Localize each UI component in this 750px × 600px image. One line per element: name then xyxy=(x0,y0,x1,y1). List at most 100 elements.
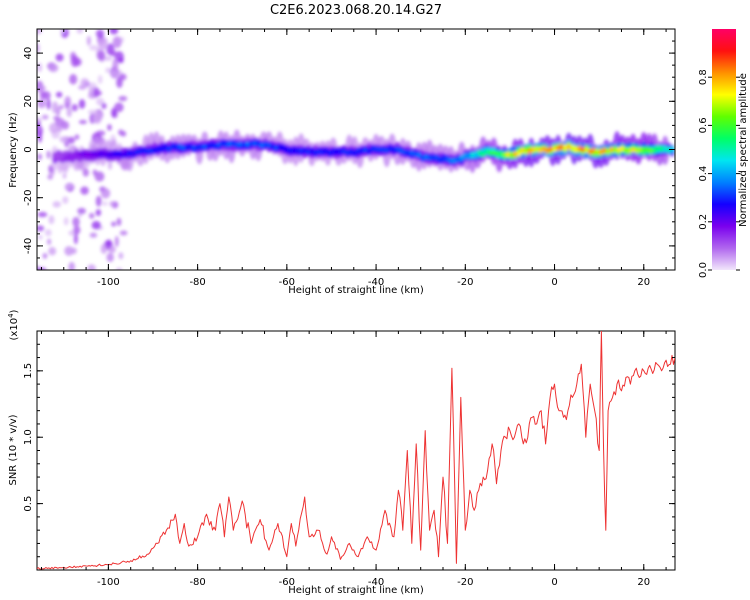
heatmap-ridge-cell xyxy=(366,148,372,154)
snr-y-ticks: 0.5 1.0 1.5 xyxy=(23,343,675,558)
heatmap-speckle xyxy=(37,85,47,91)
x-tick-label: -80 xyxy=(189,277,205,288)
heatmap-ridge-cell xyxy=(70,154,76,160)
heatmap-ridge-cell xyxy=(569,144,575,150)
heatmap-ridge-cell xyxy=(95,151,101,158)
figure-title: C2E6.2023.068.20.14.G27 xyxy=(270,3,442,18)
heatmap-ridge-cell xyxy=(466,154,472,160)
heatmap-speckle xyxy=(47,174,53,180)
heatmap-speckle xyxy=(37,153,43,161)
heatmap-speckle xyxy=(102,201,108,206)
heatmap-ridge-cell xyxy=(627,147,632,154)
heatmap-ridge-cell xyxy=(630,147,636,153)
heatmap-ridge-cell xyxy=(270,144,275,150)
heatmap-ridge-cell xyxy=(548,146,554,152)
snr-panel: -100 -80 -60 -40 -20 0 20 0.5 1.0 1.5 Height of … xyxy=(7,309,676,596)
spectrogram-x-ticks: -100 -80 -60 -40 -20 0 20 xyxy=(40,29,667,288)
heatmap-ridge-cell xyxy=(259,142,265,148)
heatmap-speckle xyxy=(109,50,118,57)
heatmap-ridge-cell xyxy=(188,145,193,151)
heatmap-ridge-cell xyxy=(223,143,229,149)
heatmap-speckle xyxy=(95,29,105,38)
y-tick-label: 20 xyxy=(23,95,34,108)
heatmap-speckle xyxy=(70,55,80,67)
heatmap-speckle xyxy=(118,57,124,64)
heatmap-ridge-cell xyxy=(455,157,461,163)
heatmap-ridge-cell xyxy=(105,152,111,158)
heatmap-speckle xyxy=(72,216,80,227)
y-tick-label: -20 xyxy=(23,190,34,206)
heatmap-ridge-cell xyxy=(659,146,665,152)
heatmap-ridge-cell xyxy=(430,154,436,160)
heatmap-speckle xyxy=(67,136,76,144)
heatmap-speckle xyxy=(107,160,113,170)
x-tick-label: -20 xyxy=(457,577,473,588)
x-tick-label: -100 xyxy=(97,577,120,588)
heatmap-ridge-cell xyxy=(480,151,486,157)
heatmap-ridge-cell xyxy=(291,149,297,155)
heatmap-speckle xyxy=(82,168,90,177)
heatmap-ridge-cell xyxy=(198,143,204,150)
heatmap-ridge-cell xyxy=(380,147,386,153)
y-tick-label: -40 xyxy=(23,238,34,254)
heatmap-speckle xyxy=(48,63,59,73)
snr-y-multiplier: (x104) xyxy=(7,309,20,340)
heatmap-ridge-cell xyxy=(234,141,240,148)
heatmap-ridge-cell xyxy=(605,149,611,155)
heatmap-ridge-cell xyxy=(305,149,311,155)
snr-y-axis-label: SNR (10 * v/v) xyxy=(8,414,19,485)
heatmap-speckle xyxy=(37,62,43,73)
heatmap-ridge-cell xyxy=(88,152,93,158)
heatmap-speckle xyxy=(110,70,118,78)
heatmap-speckle xyxy=(119,230,128,236)
heatmap-ridge-cell xyxy=(141,148,147,154)
heatmap-ridge-cell xyxy=(113,151,118,157)
heatmap-ridge-cell xyxy=(302,149,308,155)
colorbar-label: Normalized spectral amplitude xyxy=(738,73,749,227)
heatmap-ridge-cell xyxy=(180,144,186,151)
heatmap-ridge-cell xyxy=(238,141,243,147)
heatmap-speckle xyxy=(46,238,52,245)
heatmap-speckle xyxy=(88,212,95,219)
heatmap-ridge-cell xyxy=(491,150,497,156)
heatmap-ridge-cell xyxy=(227,141,233,147)
heatmap-speckle xyxy=(78,99,86,109)
heatmap-ridge-cell xyxy=(637,146,643,152)
heatmap-speckle xyxy=(52,201,62,208)
heatmap-speckle xyxy=(42,91,51,100)
x-tick-label: 0 xyxy=(551,277,557,288)
heatmap-ridge-cell xyxy=(448,157,454,164)
heatmap-ridge-cell xyxy=(84,152,90,158)
heatmap-speckle xyxy=(64,246,74,256)
heatmap-speckle xyxy=(48,215,55,225)
heatmap-speckle xyxy=(64,184,73,190)
heatmap-ridge-cell xyxy=(616,146,622,153)
heatmap-speckle xyxy=(62,173,67,179)
x-tick-label: -100 xyxy=(97,277,120,288)
y-tick-label: 0.5 xyxy=(23,496,34,512)
heatmap-speckle xyxy=(66,107,72,118)
heatmap-speckle xyxy=(51,101,59,114)
heatmap-ridge-cell xyxy=(298,147,304,153)
heatmap-speckle xyxy=(111,221,117,227)
heatmap-speckle xyxy=(109,201,115,207)
heatmap-ridge-cell xyxy=(316,149,322,155)
heatmap-speckle xyxy=(68,261,75,270)
colorbar-tick-label: 0.4 xyxy=(698,166,709,182)
heatmap-speckle xyxy=(63,217,69,226)
heatmap-ridge-cell xyxy=(402,149,408,155)
multiplier-prefix: (x10 xyxy=(9,318,20,341)
heatmap-speckle xyxy=(59,104,64,110)
spectrogram-y-ticks: -40 -20 0 20 40 xyxy=(23,28,675,271)
heatmap-speckle xyxy=(62,196,69,204)
heatmap-speckle xyxy=(87,109,98,115)
heatmap-ridge-cell xyxy=(648,148,654,154)
heatmap-speckle xyxy=(92,169,98,176)
heatmap-ridge-cell xyxy=(530,146,536,153)
spectrogram-panel: -100 -80 -60 -40 -20 0 20 -40 -20 0 20 40 Height o… xyxy=(8,28,676,296)
heatmap-ridge-cell xyxy=(559,144,565,150)
heatmap-ridge-cell xyxy=(241,141,247,147)
colorbar-tick-label: 0.2 xyxy=(698,214,709,230)
x-tick-label: -80 xyxy=(189,577,205,588)
heatmap-speckle xyxy=(112,58,119,71)
